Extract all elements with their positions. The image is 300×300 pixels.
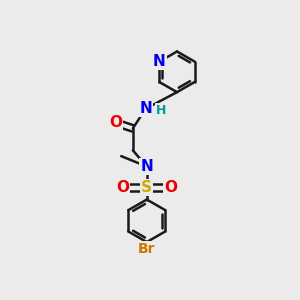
Text: Br: Br	[138, 242, 155, 256]
Text: S: S	[141, 180, 152, 195]
Text: O: O	[109, 115, 122, 130]
Text: H: H	[156, 104, 166, 117]
Text: N: N	[140, 159, 153, 174]
Text: O: O	[116, 180, 129, 195]
Text: N: N	[139, 101, 152, 116]
Text: N: N	[153, 54, 166, 69]
Text: O: O	[165, 180, 178, 195]
